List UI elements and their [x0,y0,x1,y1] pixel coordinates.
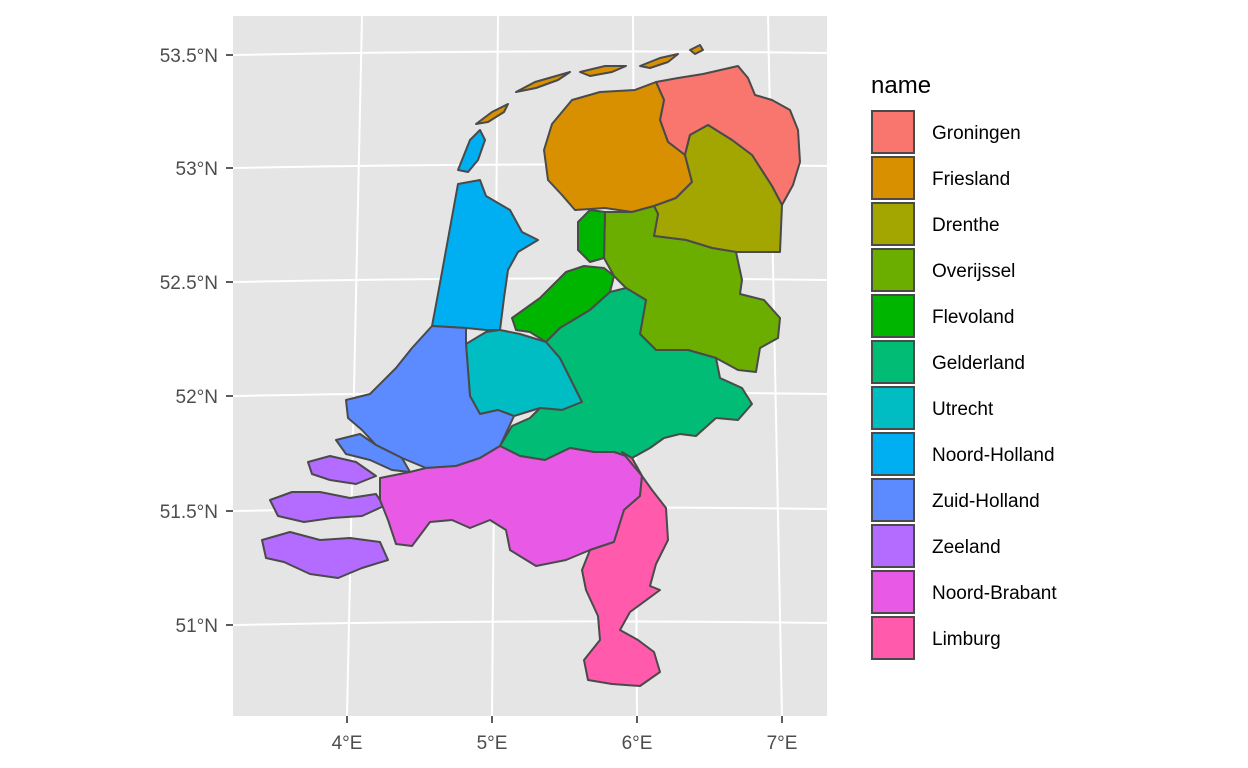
legend-swatch-gelderland [871,340,915,384]
provinces [261,44,801,687]
legend-swatch-groningen [871,110,915,154]
x-tick-label: 5°E [477,733,508,754]
y-tick-label: 52°N [176,387,218,408]
legend-entries: Groningen Friesland Drenthe Overijssel Flevo… [871,110,1057,660]
legend-label-overijssel: Overijssel [932,261,1015,282]
legend-swatch-overijssel [871,248,915,292]
legend-label-zeeland: Zeeland [932,537,1001,558]
legend: name Groningen Friesland Drenthe Overijssel… [871,72,1057,660]
legend-label-limburg: Limburg [932,629,1001,650]
grid-line-lat-51 [232,620,828,626]
legend-swatch-limburg [871,616,915,660]
y-tick-label: 51.5°N [160,502,218,523]
region-wadden-texel [457,129,486,173]
x-tick-label: 6°E [622,733,653,754]
region-wadden-rottumeroog [689,44,704,55]
x-tick-label: 7°E [767,733,798,754]
legend-label-utrecht: Utrecht [932,399,994,420]
region-wadden-terschelling [515,71,571,93]
y-tick-label: 51°N [176,616,218,637]
region-gelderland [499,287,753,461]
legend-swatch-zuid-holland [871,478,915,522]
grid-line-lat-53.5 [232,50,828,56]
legend-swatch-friesland [871,156,915,200]
x-axis-labels: 4°E 5°E 6°E 7°E [332,733,798,754]
legend-swatch-utrecht [871,386,915,430]
legend-label-zuid-holland: Zuid-Holland [932,491,1040,512]
legend-label-noord-holland: Noord-Holland [932,445,1055,466]
legend-swatch-flevoland [871,294,915,338]
region-noord-holland [431,179,539,331]
legend-swatch-zeeland [871,524,915,568]
region-zeeland-schouwen [307,455,377,485]
grid-line-lat-52.5 [232,277,828,283]
legend-swatch-drenthe [871,202,915,246]
legend-label-friesland: Friesland [932,169,1010,190]
y-tick-label: 52.5°N [160,273,218,294]
region-wadden-schiermonnikoog [639,53,679,69]
grid-line-lon-4 [346,15,363,717]
region-wadden-vlieland [475,103,509,125]
legend-label-groningen: Groningen [932,123,1021,144]
legend-label-flevoland: Flevoland [932,307,1014,328]
legend-swatch-noord-brabant [871,570,915,614]
legend-label-noord-brabant: Noord-Brabant [932,583,1057,604]
y-axis-labels: 53.5°N 53°N 52.5°N 52°N 51.5°N 51°N [160,46,218,637]
legend-title: name [871,72,931,99]
legend-label-drenthe: Drenthe [932,215,1000,236]
x-tick-label: 4°E [332,733,363,754]
region-flevoland-north [577,209,606,263]
region-limburg [581,451,669,687]
region-zeeland-flanders [261,531,389,579]
legend-swatch-noord-holland [871,432,915,476]
y-tick-label: 53°N [176,159,218,180]
region-wadden-ameland [579,65,627,77]
y-tick-label: 53.5°N [160,46,218,67]
legend-label-gelderland: Gelderland [932,353,1025,374]
axis-ticks [226,54,783,723]
